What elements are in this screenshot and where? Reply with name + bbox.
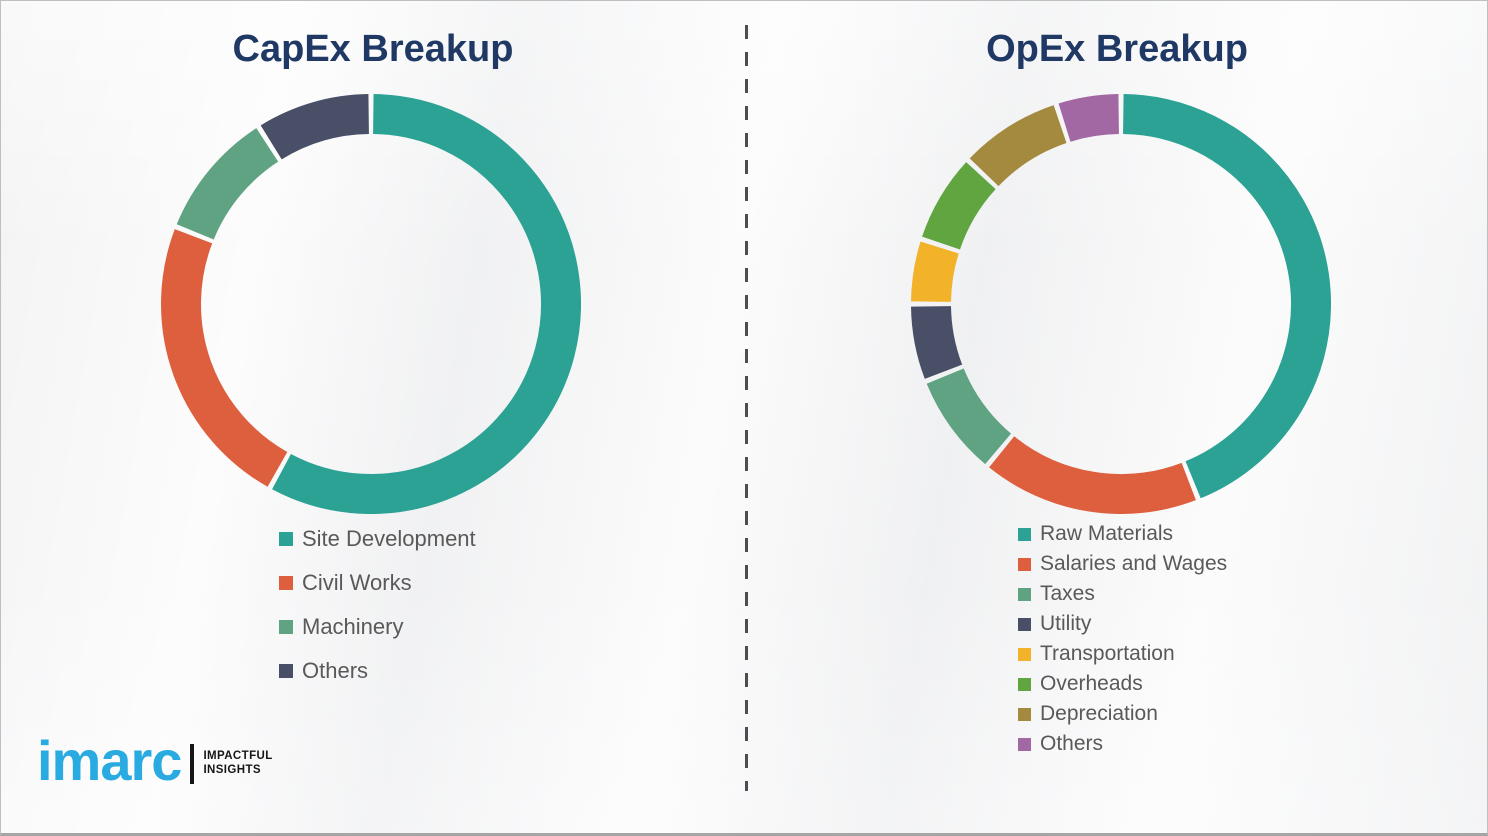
legend-item-utility: Utility [1018,609,1227,639]
capex-donut-chart-segment-civil-works [161,229,288,487]
legend-label: Civil Works [302,570,412,595]
legend-label: Raw Materials [1040,522,1174,545]
opex-donut-chart-segment-overheads [922,162,997,250]
capex-donut-chart-segment-others [260,94,370,160]
legend-label: Others [302,658,369,683]
imarc-logo-divider-bar [190,744,195,784]
tagline-line-1: IMPACTFUL [203,750,273,763]
opex-donut-chart-segment-transportation [911,241,959,303]
legend-swatch-icon [1018,617,1031,631]
capex-donut-chart-segment-site-development [272,94,581,514]
opex-donut-chart-segment-others [1058,94,1120,142]
legend-label: Utility [1040,612,1092,635]
legend-swatch-icon [279,620,293,634]
legend-swatch-icon [1018,557,1031,571]
legend-swatch-icon [1018,737,1031,751]
opex-donut-chart-segment-raw-materials [1122,94,1331,499]
legend-swatch-icon [1018,647,1031,661]
legend-item-transportation: Transportation [1018,639,1227,669]
opex-donut-chart-segment-salaries-and-wages [989,436,1196,514]
capex-chart-title: CapEx Breakup [232,28,514,70]
capex-legend: Site Development Civil Works Machinery O… [279,517,476,693]
legend-item-site-development: Site Development [279,517,476,561]
legend-swatch-icon [1018,707,1031,721]
tagline-line-2: INSIGHTS [203,764,261,776]
legend-item-others: Others [1018,729,1227,759]
legend-label: Transportation [1040,642,1175,665]
imarc-logo-wordmark: imarc [37,729,182,792]
legend-swatch-icon [1018,677,1031,691]
legend-item-raw-materials: Raw Materials [1018,519,1227,549]
opex-chart-title: OpEx Breakup [986,28,1248,70]
legend-swatch-icon [279,576,293,590]
capex-donut-chart [161,94,581,514]
opex-legend: Raw Materials Salaries and Wages Taxes U… [1018,519,1227,759]
capex-donut-chart-segment-machinery [176,128,279,240]
legend-swatch-icon [279,532,293,546]
legend-label: Machinery [302,614,404,639]
legend-item-others: Others [279,649,476,693]
legend-item-salaries-and-wages: Salaries and Wages [1018,549,1227,579]
imarc-logo: imarc IMPACTFUL INSIGHTS [37,733,273,789]
divider-dashed-line [745,25,748,791]
legend-item-taxes: Taxes [1018,579,1227,609]
legend-swatch-icon [279,664,293,678]
legend-label: Salaries and Wages [1040,552,1228,575]
legend-item-overheads: Overheads [1018,669,1227,699]
legend-label: Site Development [302,526,476,551]
legend-label: Depreciation [1040,702,1158,725]
legend-label: Others [1040,732,1104,755]
opex-donut-chart-segment-depreciation [969,105,1067,187]
legend-label: Overheads [1040,672,1143,695]
opex-donut-chart [911,94,1331,514]
legend-item-depreciation: Depreciation [1018,699,1227,729]
opex-donut-chart-segment-taxes [926,368,1012,465]
legend-label: Taxes [1040,582,1095,605]
opex-donut-chart-segment-utility [911,305,963,379]
legend-item-machinery: Machinery [279,605,476,649]
imarc-logo-tagline: IMPACTFUL INSIGHTS [203,750,272,778]
legend-swatch-icon [1018,587,1031,601]
legend-item-civil-works: Civil Works [279,561,476,605]
legend-swatch-icon [1018,527,1031,541]
